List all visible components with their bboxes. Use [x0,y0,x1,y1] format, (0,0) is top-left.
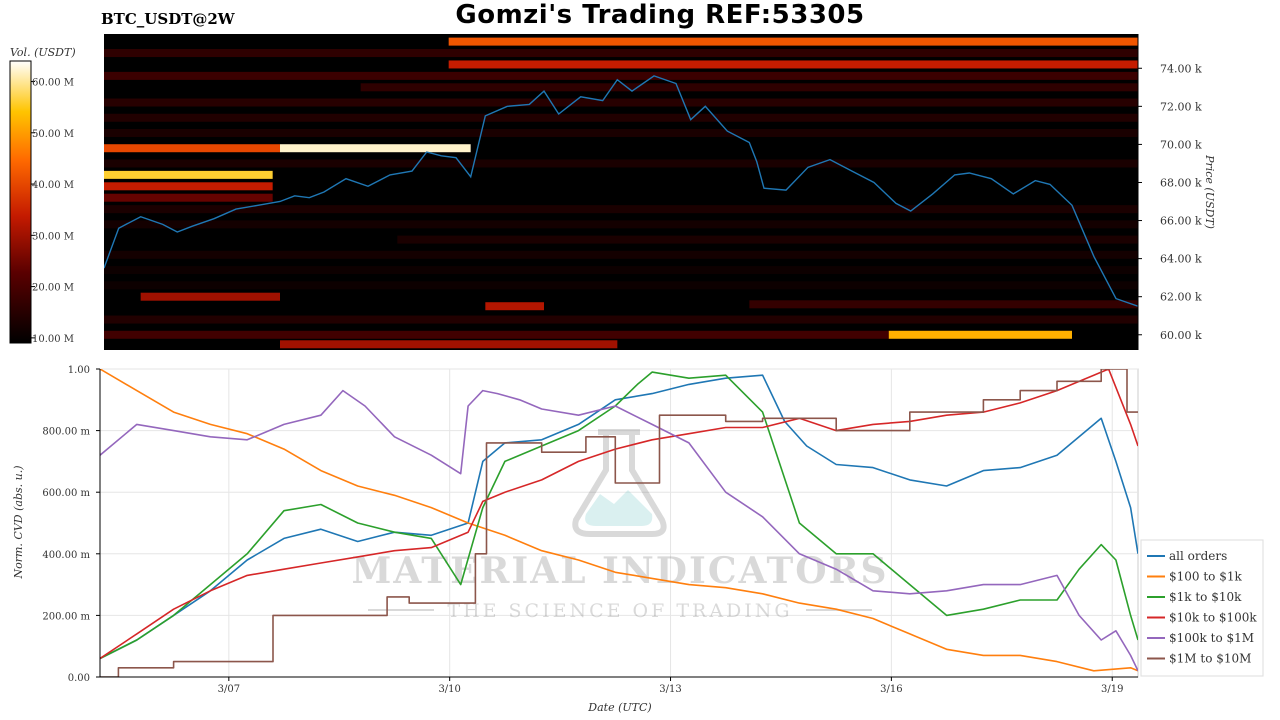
heatmap-band [448,37,1138,46]
heatmap-band [104,266,1138,275]
cvd-x-tick-label: 3/13 [659,684,681,695]
colorbar-tick-label: 30.00 M [32,231,74,242]
heatmap-band [104,170,273,179]
heatmap-band [140,292,280,301]
heatmap-band [280,340,618,349]
heatmap-band [104,159,1138,168]
colorbar: Vol. (USDT) 10.00 M 20.00 M 30.00 M 40.00 M… [9,46,76,345]
colorbar-tick-label: 40.00 M [32,180,74,191]
watermark: MATERIAL INDICATORS THE SCIENCE OF TRADI… [351,429,888,622]
heatmap-band [448,60,1138,69]
heatmap-band [104,250,1138,259]
price-axis-label: Price (USDT) [1203,154,1216,229]
heatmap-band [104,71,1138,80]
heatmap-band [104,330,889,339]
cvd-x-tick-label: 3/07 [218,684,240,695]
series-line-1k-to-10k [100,371,1138,660]
heatmap-band [104,205,1138,214]
colorbar-tick-label: 10.00 M [32,334,74,345]
colorbar-label: Vol. (USDT) [10,46,76,59]
watermark-line1: MATERIAL INDICATORS [351,550,888,592]
heatmap-band [104,220,1138,229]
heatmap-band [888,330,1072,339]
price-axis-tick-label: 70.00 k [1160,138,1202,151]
cvd-y-axis-label: Norm. CVD (abs. u.) [12,465,25,579]
price-axis: 60.00 k 62.00 k 64.00 k 66.00 k 68.00 k 70.00… [1137,34,1202,350]
cvd-x-axis: 3/07 3/10 3/13 3/16 3/19 [100,676,1138,695]
heatmap-band [749,300,1138,309]
heatmap-band [104,128,1138,137]
heatmap-band [280,144,471,153]
legend-label-100-to-1k: $100 to $1k [1169,570,1242,584]
colorbar-tick-label: 60.00 M [32,78,74,89]
heatmap-band [104,281,1138,290]
heatmap-band [397,235,1138,244]
colorbar-ticks: 10.00 M 20.00 M 30.00 M 40.00 M 50.00 M 60.00… [31,78,74,345]
cvd-y-tick-label: 1.00 [68,365,90,376]
price-axis-tick-label: 68.00 k [1160,176,1202,189]
legend: all orders $100 to $1k $1k to $10k $10k to … [1140,539,1264,677]
price-axis-tick-label: 72.00 k [1160,100,1202,113]
cvd-x-axis-label: Date (UTC) [587,701,651,714]
series-line-10k-to-100k [100,369,1138,660]
price-axis-tick-label: 60.00 k [1160,329,1202,342]
heatmap-band [104,315,1138,324]
heatmap-bands [104,37,1138,349]
heatmap-band [104,193,273,202]
colorbar-tick-label: 20.00 M [32,283,74,294]
flask-icon [572,429,667,537]
cvd-y-tick-label: 600.00 m [42,488,90,499]
cvd-y-tick-label: 800.00 m [42,427,90,438]
legend-label-1k-to-10k: $1k to $10k [1169,590,1242,604]
price-axis-tick-label: 62.00 k [1160,291,1202,304]
price-axis-tick-label: 66.00 k [1160,215,1202,228]
series-line-100-to-1k [100,369,1138,672]
series-line-100k-to-1m [100,389,1138,672]
chart-title: Gomzi's Trading REF:53305 [455,0,865,30]
legend-label-10k-to-100k: $10k to $100k [1169,611,1257,625]
cvd-y-tick-label: 0.00 [68,673,90,684]
cvd-y-tick-label: 400.00 m [42,550,90,561]
heatmap-band [104,144,280,153]
cvd-y-axis: 0.00 200.00 m 400.00 m 600.00 m 800.00 m 1.00 [42,365,101,684]
cvd-x-tick-label: 3/19 [1101,684,1123,695]
heatmap-band [104,49,1138,58]
colorbar-gradient [9,60,32,344]
cvd-x-tick-label: 3/16 [880,684,902,695]
price-axis-tick-label: 74.00 k [1160,62,1202,75]
price-line [104,75,1138,307]
cvd-y-tick-label: 200.00 m [42,611,90,622]
cvd-x-tick-label: 3/10 [438,684,460,695]
heatmap-band [104,113,1138,122]
series-line-all-orders [100,374,1138,660]
heatmap-band [360,83,1138,92]
price-axis-tick-label: 64.00 k [1160,253,1202,266]
pair-label: BTC_USDT@2W [101,10,235,28]
legend-label-1m-to-10m: $1M to $10M [1169,652,1251,666]
series-line-1m-to-10m [100,369,1138,677]
legend-label-all-orders: all orders [1169,549,1227,563]
cvd-lines [100,369,1138,677]
colorbar-tick-label: 50.00 M [32,129,74,140]
legend-box [1140,539,1264,677]
legend-label-100k-to-1m: $100k to $1M [1169,631,1254,645]
heatmap-band [104,182,273,191]
watermark-line2: THE SCIENCE OF TRADING [447,600,792,622]
heatmap-panel: 60.00 k 62.00 k 64.00 k 66.00 k 68.00 k 70.00… [104,34,1216,350]
flask-liquid-icon [585,490,653,526]
heatmap-band [104,98,1138,107]
heatmap-band [485,302,544,311]
cvd-panel: MATERIAL INDICATORS THE SCIENCE OF TRADI… [12,365,1139,714]
